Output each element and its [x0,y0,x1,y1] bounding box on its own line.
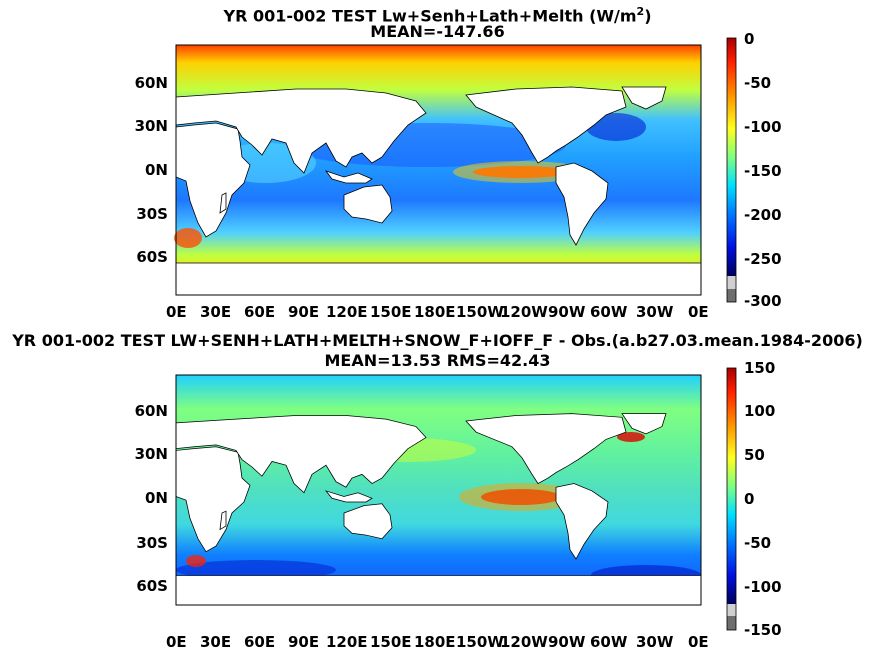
lon-tick: 120E [326,303,368,321]
colorbar-tick: -200 [744,206,782,224]
lon-tick: 0E [688,633,709,651]
colorbar-tick: 50 [744,446,765,464]
colorbar-tick: -50 [744,534,772,552]
colorbar-tick: -150 [744,162,782,180]
lat-tick: 60N [134,74,168,92]
lon-tick: 90E [288,633,320,651]
lon-tick: 60W [590,633,628,651]
lon-tick: 0E [166,633,187,651]
lon-tick: 60W [590,303,628,321]
lon-tick: 90E [288,303,320,321]
lon-tick: 30W [636,633,674,651]
lat-tick: 30N [134,445,168,463]
lon-tick: 60E [244,303,276,321]
lon-tick: 150W [456,633,504,651]
panel1-subtitle: MEAN=-147.66 [370,22,505,41]
lat-tick: 60S [136,248,168,266]
colorbar-tick: -300 [744,292,782,310]
panel2-subtitle: MEAN=13.53 RMS=42.43 [324,351,551,370]
panel2-colorbar [726,367,737,631]
lon-tick: 120E [326,633,368,651]
panel2-frame [175,374,702,606]
lon-tick: 90W [548,303,586,321]
panel1-title: YR 001-002 TEST Lw+Senh+Lath+Melth (W/m2… [223,5,652,26]
panel1-colorbar [726,37,737,303]
lat-tick: 30S [136,534,168,552]
colorbar-tick: 150 [744,359,776,377]
colorbar-tick: -150 [744,621,782,639]
lon-tick: 180E [414,633,456,651]
lat-tick: 60S [136,577,168,595]
lon-tick: 30E [200,303,232,321]
colorbar-tick: 0 [744,30,755,48]
lat-tick: 30S [136,205,168,223]
lat-tick: 30N [134,117,168,135]
panel1-frame [175,44,702,296]
lon-tick: 150E [370,633,412,651]
colorbar-tick: -100 [744,118,782,136]
lon-tick: 30E [200,633,232,651]
lon-tick: 120W [500,633,548,651]
lon-tick: 180E [414,303,456,321]
lon-tick: 30W [636,303,674,321]
panel2-title: YR 001-002 TEST LW+SENH+LATH+MELTH+SNOW_… [12,331,863,350]
colorbar-tick: -100 [744,578,782,596]
lat-tick: 60N [134,402,168,420]
colorbar-tick: -250 [744,250,782,268]
colorbar-tick: 0 [744,490,755,508]
panel2-map [175,374,702,606]
lat-tick: 0N [145,161,168,179]
lon-tick: 60E [244,633,276,651]
lon-tick: 120W [500,303,548,321]
lon-tick: 150E [370,303,412,321]
lon-tick: 0E [688,303,709,321]
lat-tick: 0N [145,489,168,507]
lon-tick: 90W [548,633,586,651]
lon-tick: 0E [166,303,187,321]
panel1-map [174,44,702,296]
colorbar-tick: -50 [744,74,772,92]
lon-tick: 150W [456,303,504,321]
colorbar-tick: 100 [744,402,776,420]
